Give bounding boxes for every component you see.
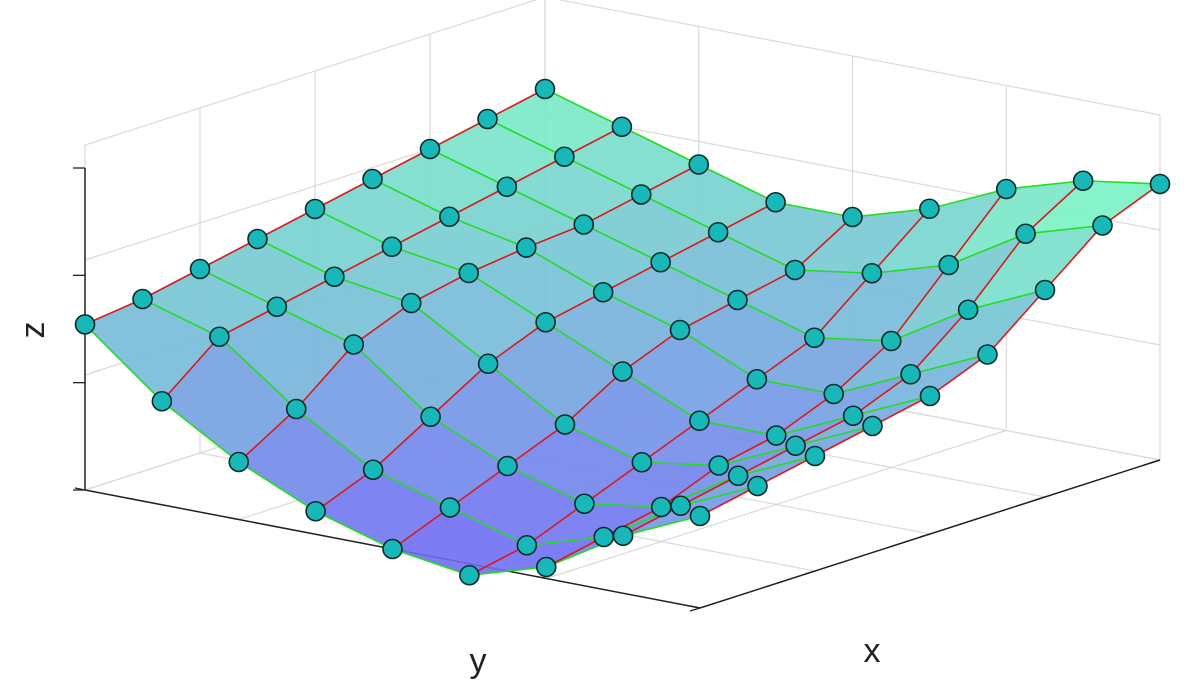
control-point-marker <box>343 334 365 355</box>
control-point-marker <box>419 138 441 160</box>
control-point-marker <box>285 398 307 420</box>
x-axis-tick <box>919 533 931 538</box>
control-point-marker <box>305 500 326 522</box>
x-axis-tick <box>1034 496 1046 501</box>
y-axis-label: y <box>470 642 487 680</box>
control-point-marker <box>707 221 729 243</box>
control-point-marker <box>1015 223 1036 245</box>
control-point-marker <box>747 475 768 497</box>
grid-line-floor <box>546 429 1007 580</box>
control-point-marker <box>74 314 96 335</box>
control-point-marker <box>938 254 960 276</box>
control-point-marker <box>151 390 173 412</box>
x-axis-label: x <box>864 632 881 670</box>
control-point-marker <box>228 451 250 473</box>
control-point-marker <box>727 289 748 311</box>
z-axis-label: z <box>14 322 52 339</box>
control-point-marker <box>304 198 326 220</box>
control-point-marker <box>266 296 288 318</box>
grid-line-horizontal <box>84 0 1161 146</box>
control-point-marker <box>612 361 633 382</box>
control-point-marker <box>919 198 940 220</box>
control-point-marker <box>458 262 480 284</box>
control-point-marker <box>804 327 825 349</box>
control-point-marker <box>669 319 691 341</box>
control-points <box>74 78 1171 586</box>
y-axis-tick <box>689 605 701 609</box>
control-point-marker <box>880 330 902 352</box>
control-point-marker <box>496 176 518 198</box>
control-point-marker <box>804 445 826 467</box>
control-point-marker <box>535 556 557 578</box>
control-point-marker <box>612 525 634 547</box>
control-point-marker <box>573 214 595 235</box>
control-point-marker <box>631 451 653 473</box>
control-point-marker <box>689 505 711 527</box>
control-point-marker <box>1034 279 1056 301</box>
x-axis-tick <box>804 570 816 575</box>
y-axis-tick <box>228 516 239 521</box>
control-point-marker <box>823 383 845 405</box>
control-point-marker <box>995 178 1017 200</box>
control-point-marker <box>900 363 921 385</box>
control-point-marker <box>439 206 460 228</box>
control-point-marker <box>209 326 230 348</box>
control-point-marker <box>957 299 979 321</box>
control-point-marker <box>362 459 384 481</box>
control-point-marker <box>189 258 211 280</box>
control-point-marker <box>765 191 786 213</box>
control-point-marker <box>689 410 710 432</box>
control-point-marker <box>324 266 345 288</box>
control-point-marker <box>670 495 691 517</box>
control-point-marker <box>459 564 480 586</box>
control-point-marker <box>727 465 749 487</box>
control-point-marker <box>1072 170 1094 192</box>
control-point-marker <box>785 435 806 457</box>
control-point-marker <box>515 237 537 258</box>
control-point-marker <box>862 415 883 437</box>
control-point-marker <box>381 236 403 258</box>
control-point-marker <box>630 184 652 205</box>
x-axis-tick <box>689 607 701 612</box>
control-point-marker <box>132 288 153 310</box>
control-point-marker <box>919 385 941 407</box>
control-point-marker <box>516 534 538 556</box>
control-point-marker <box>650 251 671 273</box>
control-point-marker <box>497 455 518 477</box>
control-point-marker <box>765 425 787 446</box>
control-point-marker <box>574 493 595 515</box>
control-point-marker <box>439 497 461 518</box>
control-point-marker <box>554 146 575 168</box>
control-point-marker <box>535 311 556 333</box>
control-point-marker <box>861 262 883 284</box>
control-point-marker <box>842 206 863 228</box>
control-point-marker <box>554 414 576 435</box>
control-point-marker <box>1092 215 1113 236</box>
control-point-marker <box>362 168 383 190</box>
control-point-marker <box>611 116 633 138</box>
control-point-marker <box>784 259 806 281</box>
control-point-marker <box>382 538 403 560</box>
control-point-marker <box>477 108 498 130</box>
control-point-marker <box>593 526 615 548</box>
control-point-marker <box>650 496 672 518</box>
control-point-marker <box>400 292 422 314</box>
control-point-marker <box>247 228 268 250</box>
control-point-marker <box>592 281 614 303</box>
x-axis-tick <box>1149 459 1161 464</box>
control-point-marker <box>977 344 998 365</box>
control-point-marker <box>842 405 864 427</box>
control-point-marker <box>1149 173 1171 195</box>
control-point-marker <box>534 78 556 100</box>
control-point-marker <box>688 154 710 175</box>
control-point-marker <box>477 353 499 375</box>
control-point-marker <box>420 406 441 428</box>
surface <box>84 88 1162 576</box>
control-point-marker <box>746 368 768 390</box>
y-axis-tick <box>536 575 547 580</box>
control-point-marker <box>708 455 730 476</box>
